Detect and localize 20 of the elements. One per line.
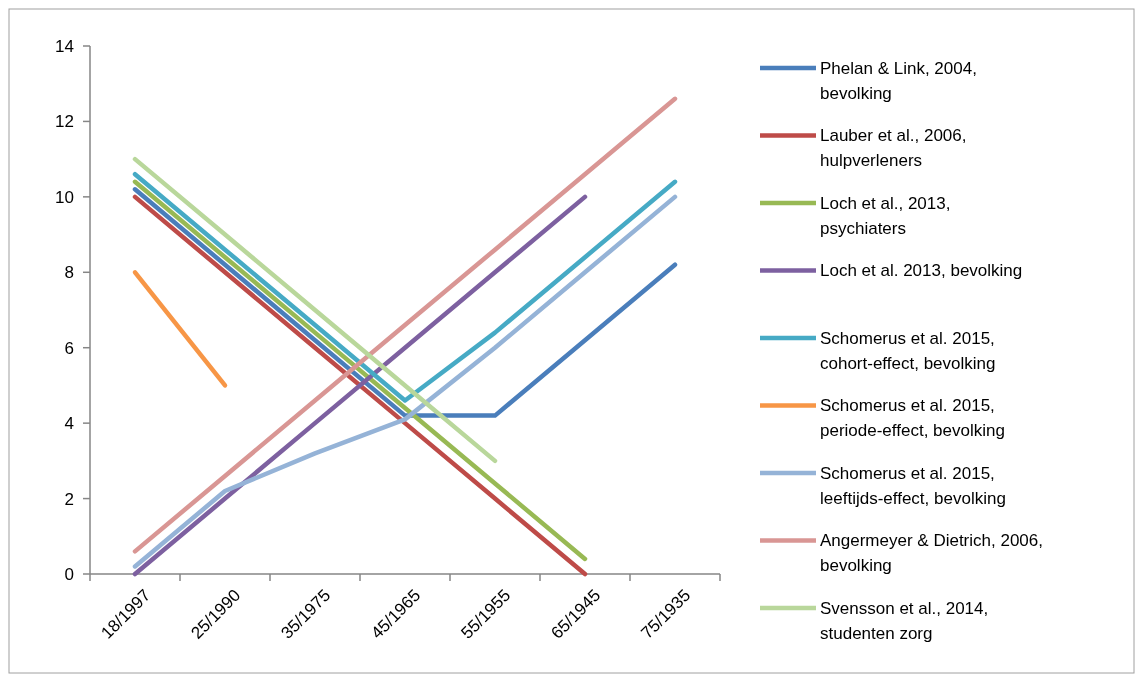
y-tick-label: 10 [55,187,74,207]
y-tick-label: 0 [64,564,74,584]
y-tick-label: 2 [64,489,74,509]
y-tick-label: 12 [55,112,74,132]
y-tick-label: 8 [64,263,74,283]
legend-label: Schomerus et al. 2015, periode-effect, bevolking [820,396,1005,441]
legend-label: Lauber et al., 2006, hulpverleners [820,126,967,171]
legend-label: Svensson et al., 2014, studenten zorg [820,598,989,643]
y-tick-label: 14 [55,36,74,56]
legend-label: Schomerus et al. 2015, leeftijds-effect, bevolking [820,463,1006,508]
line-series [132,194,678,569]
legend-label: Angermeyer & Dietrich, 2006, bevolking [820,531,1043,576]
legend-label: Phelan & Link, 2004, bevolking [820,58,977,103]
line-series [132,96,678,554]
y-tick-label: 4 [64,414,74,434]
legend-label: Loch et al., 2013, psychiaters [820,193,951,238]
legend-label: Schomerus et al. 2015, cohort-effect, bevolking [820,328,996,373]
legend-label: Loch et al. 2013, bevolking [820,261,1023,281]
line-series [132,156,498,464]
y-tick-label: 6 [64,338,74,358]
